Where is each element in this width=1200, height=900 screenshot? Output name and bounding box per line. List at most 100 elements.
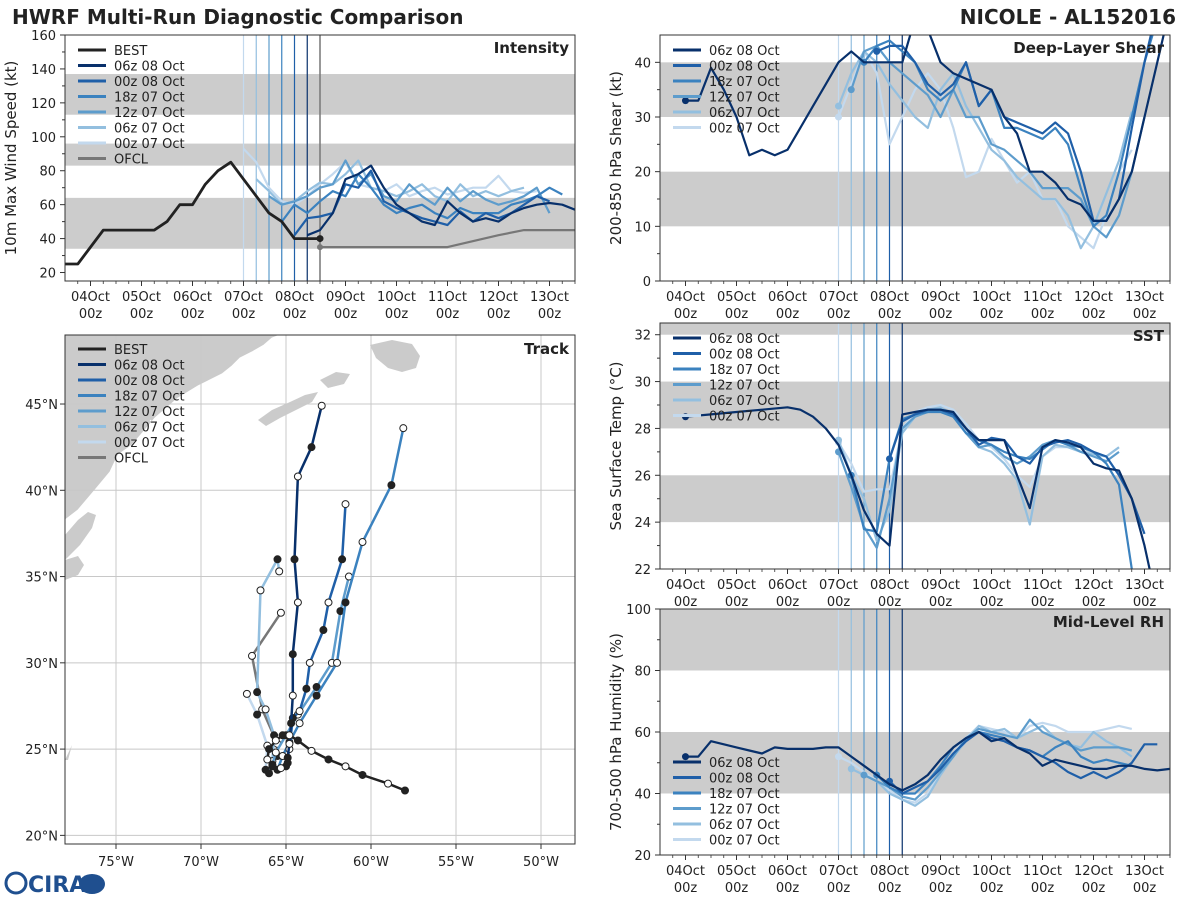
shear-ytick-label: 20	[634, 166, 651, 181]
rh-ytick-label: 20	[634, 849, 651, 864]
intensity-ylabel: 10m Max Wind Speed (kt)	[2, 61, 20, 256]
legend-label-06z-08-oct: 06z 08 Oct	[114, 359, 185, 374]
shear-init-marker-00z-08-oct	[873, 47, 881, 55]
sst-band	[660, 475, 1170, 523]
track-point-00z-08-oct	[324, 598, 333, 607]
track-point-best	[341, 762, 350, 771]
intensity-xtick-label-hour: 00z	[181, 307, 205, 322]
rh-xtick-label-hour: 00z	[1082, 881, 1106, 896]
track-point-06z-07-oct	[275, 567, 284, 576]
cira-logo: CIRA	[4, 871, 105, 898]
rh-init-marker-06z-08-oct	[682, 753, 689, 761]
intensity-series-ofcl	[320, 229, 575, 249]
rh-xtick-label-hour: 00z	[725, 881, 749, 896]
sst-xtick-label-hour: 00z	[980, 595, 1004, 610]
sst-title: SST	[1133, 327, 1165, 345]
track-point-12z-07-oct	[271, 748, 280, 757]
legend-label-00z-08-oct: 00z 08 Oct	[709, 772, 780, 787]
sst-xtick-label-date: 10Oct	[972, 578, 1011, 593]
intensity-xtick-label-date: 06Oct	[173, 290, 212, 305]
track-point-18z-07-oct	[399, 424, 408, 433]
shear-xtick-label-hour: 00z	[827, 307, 851, 322]
sst-xtick-label-hour: 00z	[878, 595, 902, 610]
rh-xtick-label-date: 09Oct	[921, 864, 960, 879]
rh-series-00z-08-oct	[888, 730, 1158, 795]
rh-ytick-label: 40	[634, 788, 651, 803]
rh-series-06z-08-oct	[685, 730, 1170, 792]
track-point-best	[307, 746, 316, 755]
legend-label-00z-07-oct: 00z 07 Oct	[114, 436, 185, 451]
legend-label-00z-08-oct: 00z 08 Oct	[114, 75, 185, 90]
sst-xtick-label-hour: 00z	[1133, 595, 1157, 610]
legend-label-12z-07-oct: 12z 07 Oct	[709, 379, 780, 394]
track-point-06z-08-oct	[285, 739, 294, 748]
shear-init-marker-06z-07-oct	[835, 102, 842, 110]
legend-label-18z-07-oct: 18z 07 Oct	[709, 75, 780, 90]
track-point-best	[265, 745, 273, 754]
shear-xtick-label-hour: 00z	[1031, 307, 1055, 322]
sst-ylabel: Sea Surface Temp (°C)	[607, 361, 625, 530]
track-xtick-label: 55°W	[438, 855, 474, 870]
shear-xtick-label-date: 05Oct	[717, 290, 756, 305]
intensity-ytick-label: 80	[39, 165, 56, 180]
intensity-series-18z-07-oct	[280, 173, 563, 223]
sst-xtick-label-date: 11Oct	[1023, 578, 1062, 593]
rh-xtick-label-hour: 00z	[1133, 881, 1157, 896]
shear-xtick-label-date: 07Oct	[819, 290, 858, 305]
intensity-xtick-label-hour: 00z	[436, 307, 460, 322]
intensity-xtick-label-date: 10Oct	[377, 290, 416, 305]
intensity-ytick-label: 40	[39, 233, 56, 248]
intensity-xtick-label-date: 08Oct	[275, 290, 314, 305]
track-point-00z-07-oct	[253, 710, 262, 719]
intensity-xtick-label-hour: 00z	[538, 307, 562, 322]
legend-label-18z-07-oct: 18z 07 Oct	[709, 363, 780, 378]
track-point-00z-08-oct	[319, 626, 328, 635]
track-series-06z-07-oct	[255, 555, 281, 774]
track-title: Track	[524, 340, 570, 358]
rh-xtick-label-hour: 00z	[929, 881, 953, 896]
legend-label-18z-07-oct: 18z 07 Oct	[114, 390, 185, 405]
map-land	[65, 335, 575, 844]
legend-label-06z-07-oct: 06z 07 Oct	[114, 122, 185, 137]
shear-init-marker-06z-08-oct	[682, 97, 689, 105]
track-point-best	[283, 758, 292, 767]
rh-ylabel: 700-500 hPa Humidity (%)	[607, 633, 625, 831]
shear-xtick-label-date: 09Oct	[921, 290, 960, 305]
track-point-best	[278, 731, 287, 740]
sst-ytick-label: 22	[634, 563, 651, 578]
sst-ytick-label: 28	[634, 422, 651, 437]
logo-text: CIRA	[28, 873, 86, 898]
rh-xtick-label-date: 04Oct	[666, 864, 705, 879]
rh-init-marker-00z-07-oct	[835, 753, 842, 761]
track-point-06z-08-oct	[293, 472, 302, 481]
shear-series-00z-07-oct	[837, 50, 1133, 250]
shear-series-06z-08-oct	[685, 35, 1165, 222]
intensity-xtick-label-hour: 00z	[487, 307, 511, 322]
track-xtick-label: 50°W	[523, 855, 559, 870]
track-point-12z-07-oct	[312, 682, 321, 691]
intensity-xtick-label-date: 04Oct	[71, 290, 110, 305]
track-point-best	[358, 770, 367, 779]
intensity-xtick-label-date: 07Oct	[224, 290, 263, 305]
legend-label-06z-08-oct: 06z 08 Oct	[709, 332, 780, 347]
track-point-18z-07-oct	[341, 598, 350, 607]
sst-xtick-label-date: 04Oct	[666, 578, 705, 593]
shear-xtick-label-hour: 00z	[1082, 307, 1106, 322]
sst-xtick-label-hour: 00z	[929, 595, 953, 610]
track-ytick-label: 45°N	[25, 398, 58, 413]
sst-xtick-label-hour: 00z	[1082, 595, 1106, 610]
sst-xtick-label-date: 08Oct	[870, 578, 909, 593]
sst-panel: 22 24 26 28 30 32 04Oct 00z 05Oct 00z 06Oct 00z 07Oc…	[607, 322, 1171, 610]
rh-xtick-label-hour: 00z	[827, 881, 851, 896]
legend-label-00z-07-oct: 00z 07 Oct	[709, 122, 780, 137]
shear-xtick-label-date: 06Oct	[768, 290, 807, 305]
track-ytick-label: 40°N	[25, 484, 58, 499]
track-point-06z-08-oct	[288, 650, 297, 659]
legend-label-06z-08-oct: 06z 08 Oct	[114, 60, 185, 75]
shear-xtick-label-date: 12Oct	[1074, 290, 1113, 305]
legend-label-06z-07-oct: 06z 07 Oct	[709, 106, 780, 121]
rh-xtick-label-date: 12Oct	[1074, 864, 1113, 879]
legend-label-00z-07-oct: 00z 07 Oct	[114, 137, 185, 152]
sst-xtick-label-date: 07Oct	[819, 578, 858, 593]
